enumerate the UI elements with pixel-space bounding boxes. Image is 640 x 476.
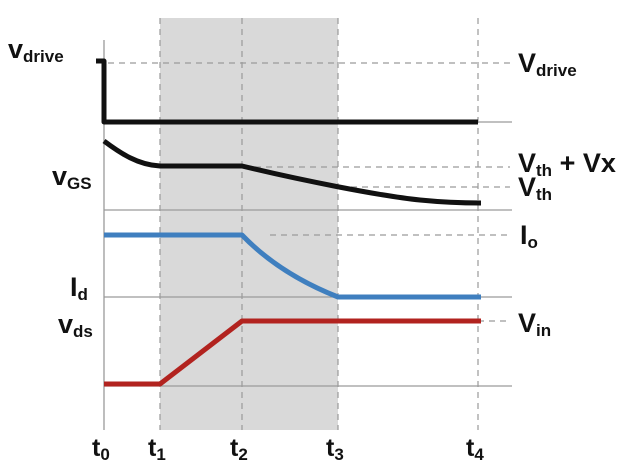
vth-vx-label: Vth + Vx — [518, 148, 616, 180]
vth-label: Vth — [518, 172, 552, 204]
vdrive-left-label: vdrive — [8, 34, 64, 66]
vdrive-waveform — [96, 58, 478, 125]
id-waveform — [104, 232, 481, 300]
t4-label: t4 — [466, 434, 484, 464]
t2-label: t2 — [230, 434, 248, 464]
id-label: Id — [70, 272, 88, 304]
vgs-label: vGS — [52, 161, 92, 193]
io-label: Io — [520, 220, 538, 252]
vgs-waveform — [102, 138, 482, 206]
transition-shaded-region — [160, 18, 338, 430]
t3-label: t3 — [326, 434, 344, 464]
vdrive-right-label: Vdrive — [518, 48, 577, 80]
vds-waveform — [104, 318, 481, 387]
vds-label: vds — [58, 309, 93, 341]
t1-label: t1 — [148, 434, 166, 464]
vin-label: Vin — [518, 308, 551, 340]
t0-label: t0 — [92, 434, 110, 464]
